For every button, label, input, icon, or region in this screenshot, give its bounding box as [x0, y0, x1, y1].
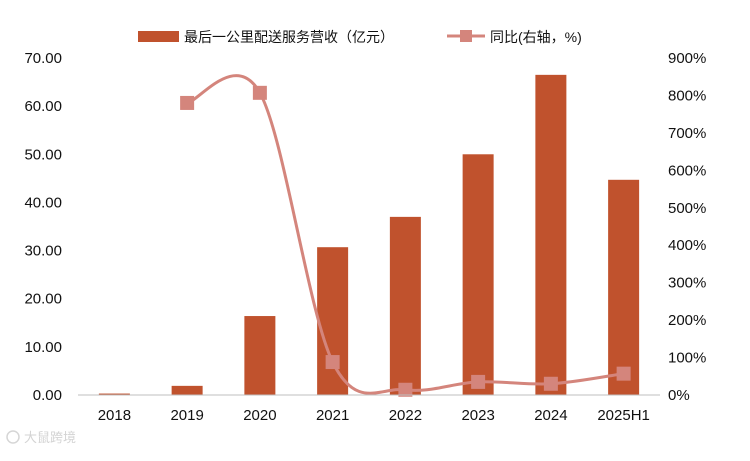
line-marker: [325, 355, 340, 370]
right-axis: 0% 100% 200% 300% 400% 500% 600% 700% 800% 900%: [668, 50, 706, 404]
left-tick-label: 50.00: [24, 146, 62, 163]
bar: [244, 316, 276, 395]
bar-series: [98, 74, 640, 395]
bar: [98, 393, 130, 395]
right-tick-label: 0%: [668, 387, 690, 404]
bar: [462, 154, 494, 395]
right-tick-label: 200%: [668, 312, 706, 329]
x-tick-label: 2023: [461, 407, 494, 424]
bar: [535, 74, 567, 395]
line-marker: [543, 376, 558, 391]
x-axis: 2018 2019 2020 2021 2022 2023 2024 2025H1: [98, 407, 650, 424]
right-tick-label: 500%: [668, 200, 706, 217]
legend: 最后一公里配送服务营收（亿元） 同比(右轴，%): [138, 29, 582, 45]
line-series: [180, 74, 631, 397]
left-tick-label: 60.00: [24, 98, 62, 115]
right-tick-label: 600%: [668, 162, 706, 179]
x-tick-label: 2018: [98, 407, 131, 424]
line-marker: [252, 85, 267, 100]
left-tick-label: 30.00: [24, 243, 62, 260]
legend-bar-swatch: [138, 31, 179, 42]
bar: [171, 385, 203, 395]
line-marker: [616, 366, 631, 381]
bar: [389, 216, 421, 395]
x-tick-label: 2024: [534, 407, 567, 424]
left-axis: 0.00 10.00 20.00 30.00 40.00 50.00 60.00 70.00: [24, 50, 62, 404]
bar: [608, 179, 640, 395]
x-tick-label: 2019: [170, 407, 203, 424]
right-tick-label: 300%: [668, 275, 706, 292]
x-tick-label: 2020: [243, 407, 276, 424]
left-tick-label: 20.00: [24, 291, 62, 308]
line-marker: [398, 382, 413, 397]
left-tick-label: 10.00: [24, 339, 62, 356]
watermark-logo-icon: [6, 430, 20, 444]
legend-line-marker: [460, 30, 472, 42]
watermark: 大鼠跨境: [6, 430, 76, 445]
left-tick-label: 70.00: [24, 50, 62, 67]
left-tick-label: 0.00: [33, 387, 62, 404]
line-marker: [471, 374, 486, 389]
x-tick-label: 2022: [389, 407, 422, 424]
x-tick-label: 2025H1: [597, 407, 650, 424]
right-tick-label: 700%: [668, 125, 706, 142]
legend-bar-label: 最后一公里配送服务营收（亿元）: [184, 29, 394, 45]
bar: [317, 247, 349, 395]
left-tick-label: 40.00: [24, 194, 62, 211]
legend-line-label: 同比(右轴，%): [490, 29, 582, 45]
right-tick-label: 900%: [668, 50, 706, 67]
right-tick-label: 800%: [668, 87, 706, 104]
right-tick-label: 400%: [668, 237, 706, 254]
line-marker: [180, 95, 195, 110]
right-tick-label: 100%: [668, 350, 706, 367]
x-tick-label: 2021: [316, 407, 349, 424]
watermark-text: 大鼠跨境: [24, 430, 76, 445]
